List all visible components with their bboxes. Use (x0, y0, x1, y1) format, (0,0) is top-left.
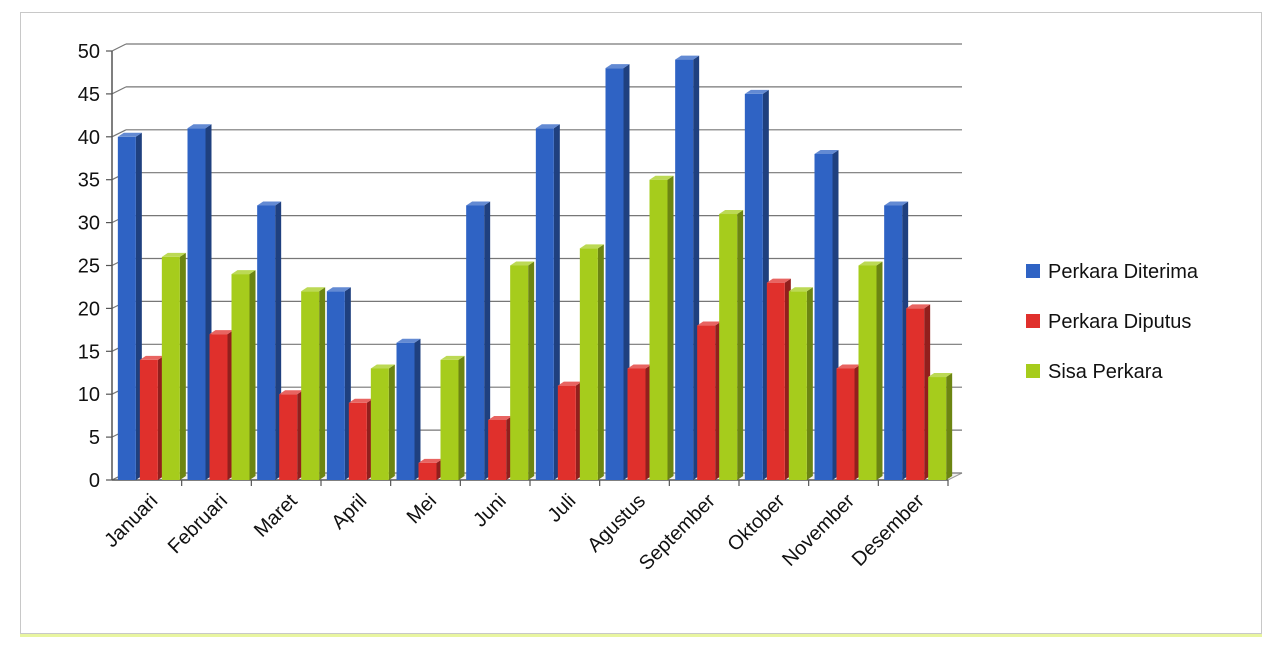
x-tick-label: Oktober (723, 490, 789, 556)
x-tick-label: November (778, 490, 859, 571)
x-tick-label: Maret (250, 490, 302, 542)
gridline-diagonal (111, 43, 127, 52)
bar-perkara-diterima-november (814, 149, 839, 480)
bar-perkara-diterima-mei (396, 338, 421, 480)
y-tick-label: 35 (78, 170, 100, 192)
gridline-diagonal (111, 86, 127, 95)
x-tick-label: Juni (469, 490, 511, 532)
bar-sisa-perkara-februari (231, 270, 256, 480)
bar-perkara-diputus-desember (906, 304, 931, 480)
legend-item: Perkara Diputus (1026, 311, 1191, 333)
y-tick-label: 50 (78, 41, 100, 63)
legend-item: Sisa Perkara (1026, 361, 1163, 383)
x-axis: Januari Februari Maret April Mei Juni Juli Agus… (100, 480, 949, 575)
bar-perkara-diterima-juli (535, 124, 560, 480)
x-tick-label: Desember (848, 490, 929, 571)
bars (117, 55, 953, 481)
bar-perkara-diputus-september (697, 321, 722, 480)
chart-frame (20, 12, 1262, 634)
x-tick-label: Februari (164, 490, 232, 558)
x-tick-label: September (635, 490, 720, 575)
bar-sisa-perkara-januari (161, 252, 186, 480)
bar-perkara-diterima-april (326, 287, 351, 480)
bar-sisa-perkara-juli (579, 244, 604, 480)
legend-label: Sisa Perkara (1048, 361, 1163, 383)
bar-perkara-diputus-april (348, 398, 373, 480)
bar-perkara-diputus-juli (557, 381, 582, 480)
legend-swatch (1026, 364, 1040, 378)
bar-sisa-perkara-november (858, 261, 883, 480)
bar-sisa-perkara-april (370, 364, 395, 480)
bar-perkara-diputus-februari (209, 330, 234, 480)
x-tick-label: Mei (403, 490, 441, 528)
bar-perkara-diputus-november (836, 364, 861, 480)
bar-perkara-diputus-juni (488, 415, 513, 480)
x-tick-label: Januari (100, 490, 162, 552)
bar-sisa-perkara-september (719, 210, 744, 480)
bar-perkara-diterima-juni (466, 201, 491, 480)
y-tick-label: 15 (78, 341, 100, 363)
y-tick-label: 25 (78, 256, 100, 278)
bar-perkara-diputus-mei (418, 458, 443, 480)
bar-sisa-perkara-mei (440, 355, 465, 480)
bar-perkara-diputus-agustus (627, 364, 652, 480)
bar-sisa-perkara-desember (928, 373, 953, 480)
legend-swatch (1026, 264, 1040, 278)
gridline-diagonal (111, 129, 127, 138)
legend-label: Perkara Diputus (1048, 311, 1191, 333)
legend-item: Perkara Diterima (1026, 261, 1199, 283)
bar-sisa-perkara-juni (510, 261, 535, 480)
bar-perkara-diputus-maret (279, 390, 304, 480)
y-tick-label: 0 (89, 470, 100, 492)
bar-sisa-perkara-maret (301, 287, 326, 480)
bar-perkara-diterima-september (675, 55, 700, 481)
bar-perkara-diterima-oktober (744, 89, 769, 481)
y-tick-label: 40 (78, 127, 100, 149)
bar-perkara-diterima-agustus (605, 64, 630, 480)
bar-sisa-perkara-agustus (649, 175, 674, 480)
bar-perkara-diterima-februari (187, 124, 212, 480)
y-tick-label: 20 (78, 298, 100, 320)
bar-perkara-diputus-januari (139, 355, 164, 480)
y-tick-label: 10 (78, 384, 100, 406)
legend: Perkara Diterima Perkara Diputus Sisa Perk… (1026, 261, 1199, 383)
legend-label: Perkara Diterima (1048, 261, 1199, 283)
bar-perkara-diterima-desember (884, 201, 909, 480)
x-tick-label: Agustus (583, 490, 650, 557)
y-tick-label: 5 (89, 427, 100, 449)
bar-perkara-diputus-oktober (766, 278, 791, 480)
bar-sisa-perkara-oktober (788, 287, 813, 480)
bar-perkara-diterima-januari (117, 132, 142, 481)
x-tick-label: April (328, 490, 372, 534)
y-tick-label: 45 (78, 84, 100, 106)
legend-swatch (1026, 314, 1040, 328)
bar-perkara-diterima-maret (257, 201, 282, 480)
y-tick-label: 30 (78, 213, 100, 235)
x-tick-label: Juli (544, 490, 581, 527)
